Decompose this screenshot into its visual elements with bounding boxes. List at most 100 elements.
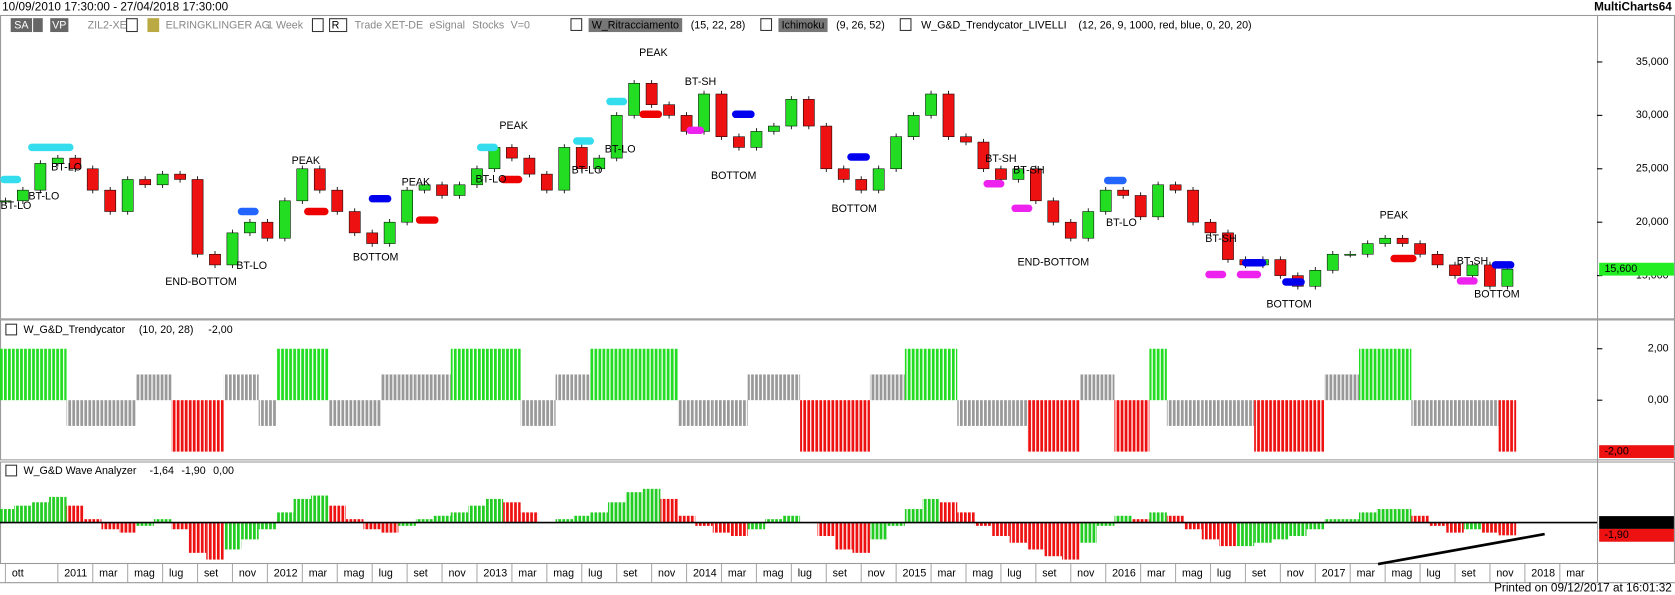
- resolution: 1 Week: [267, 19, 304, 31]
- candle: [86, 168, 99, 191]
- sa-button[interactable]: [10, 18, 33, 33]
- bar: [1201, 400, 1220, 426]
- studies: W_Ritracciamento (15, 22, 28) Ichimoku (9, …: [570, 18, 1252, 33]
- symbol-icon[interactable]: [147, 18, 160, 33]
- bar: [1446, 400, 1464, 426]
- bar: [380, 374, 399, 401]
- candle: [1309, 269, 1322, 287]
- level-bar: [415, 216, 439, 224]
- bar: [1201, 522, 1220, 540]
- annotation: BT-SH: [1457, 256, 1488, 268]
- candle: [506, 147, 518, 159]
- bar: [450, 512, 469, 523]
- sa-dropdown[interactable]: [33, 18, 43, 33]
- candle: [1344, 253, 1357, 256]
- x-tick-label: ott: [12, 567, 24, 579]
- bar: [311, 495, 329, 523]
- candle: [523, 157, 536, 175]
- bar: [1393, 509, 1412, 523]
- bar: [415, 519, 434, 523]
- close-box[interactable]: [570, 18, 583, 31]
- last-value-label: 15,600: [1604, 263, 1637, 275]
- candle: [558, 147, 571, 191]
- bar: [1324, 374, 1342, 401]
- category: Stocks: [472, 19, 504, 31]
- bar: [433, 515, 451, 523]
- symbol: ZIL2-XET: [88, 19, 134, 31]
- bar: [869, 374, 888, 401]
- bar: [84, 519, 102, 523]
- resolution-dropdown[interactable]: [311, 18, 324, 33]
- bar: [573, 374, 591, 401]
- bar: [1062, 522, 1080, 560]
- bar: [730, 400, 748, 426]
- close-box[interactable]: [5, 323, 18, 336]
- level-bar: [1390, 254, 1417, 263]
- bar: [1079, 374, 1097, 401]
- bar: [171, 400, 189, 452]
- x-tick-label: lug: [1217, 567, 1231, 579]
- candle: [663, 104, 675, 116]
- bar: [1044, 522, 1063, 557]
- bar: [782, 374, 801, 401]
- bar: [258, 400, 277, 426]
- volume: V=0: [511, 19, 530, 31]
- symbol-dropdown[interactable]: [126, 18, 138, 33]
- bar: [590, 348, 608, 401]
- x-tick-label: set: [1461, 567, 1475, 579]
- level-bar: [237, 207, 259, 216]
- bar: [939, 348, 958, 401]
- candle: [768, 125, 780, 132]
- bar: [293, 498, 312, 523]
- annotation: PEAK: [292, 155, 320, 167]
- study-box: [917, 18, 1070, 33]
- x-tick-label: set: [204, 567, 218, 579]
- bar: [1027, 522, 1045, 550]
- x-tick-label: mag: [972, 567, 993, 579]
- bar: [887, 374, 905, 401]
- bar: [520, 400, 539, 426]
- bar: [974, 522, 993, 526]
- candle: [1396, 237, 1409, 244]
- x-tick-label: mag: [134, 567, 155, 579]
- x-tick-label: mar: [1147, 567, 1166, 579]
- bar: [887, 522, 905, 526]
- close-box[interactable]: [760, 18, 773, 31]
- annotation: BT-LO: [605, 143, 636, 155]
- bar: [363, 400, 381, 426]
- wave-title: W_G&D Wave Analyzer: [24, 465, 137, 477]
- candle: [942, 93, 955, 137]
- bar: [607, 502, 626, 523]
- r-button[interactable]: [329, 18, 348, 33]
- candle: [1152, 184, 1164, 218]
- close-box[interactable]: [5, 464, 18, 477]
- vp-button[interactable]: [50, 18, 69, 33]
- bar: [992, 400, 1010, 426]
- bar: [1358, 512, 1377, 523]
- bar: [503, 502, 521, 523]
- bar: [904, 509, 923, 523]
- bar: [1341, 519, 1359, 523]
- bar: [276, 512, 294, 523]
- bar: [398, 522, 416, 526]
- header-value: -1,90: [181, 465, 205, 477]
- bar: [852, 522, 870, 553]
- bar: [660, 498, 678, 523]
- bar: [328, 400, 346, 426]
- app-name: MultiCharts64: [1594, 1, 1672, 14]
- level-bar: [476, 143, 498, 152]
- candle: [279, 200, 291, 239]
- bar: [1079, 522, 1097, 543]
- date-range: 10/09/2010 17:30:00 - 27/04/2018 17:30:0…: [2, 1, 229, 14]
- candle: [1047, 200, 1060, 223]
- close-box[interactable]: [899, 18, 912, 31]
- bar: [1027, 400, 1045, 452]
- level-bar: [499, 175, 523, 184]
- candle: [1099, 189, 1112, 212]
- x-tick-label: lug: [169, 567, 183, 579]
- bar: [974, 400, 993, 426]
- candle: [331, 189, 344, 212]
- bar: [765, 519, 783, 523]
- x-tick-label: mar: [728, 567, 747, 579]
- bar: [136, 522, 154, 526]
